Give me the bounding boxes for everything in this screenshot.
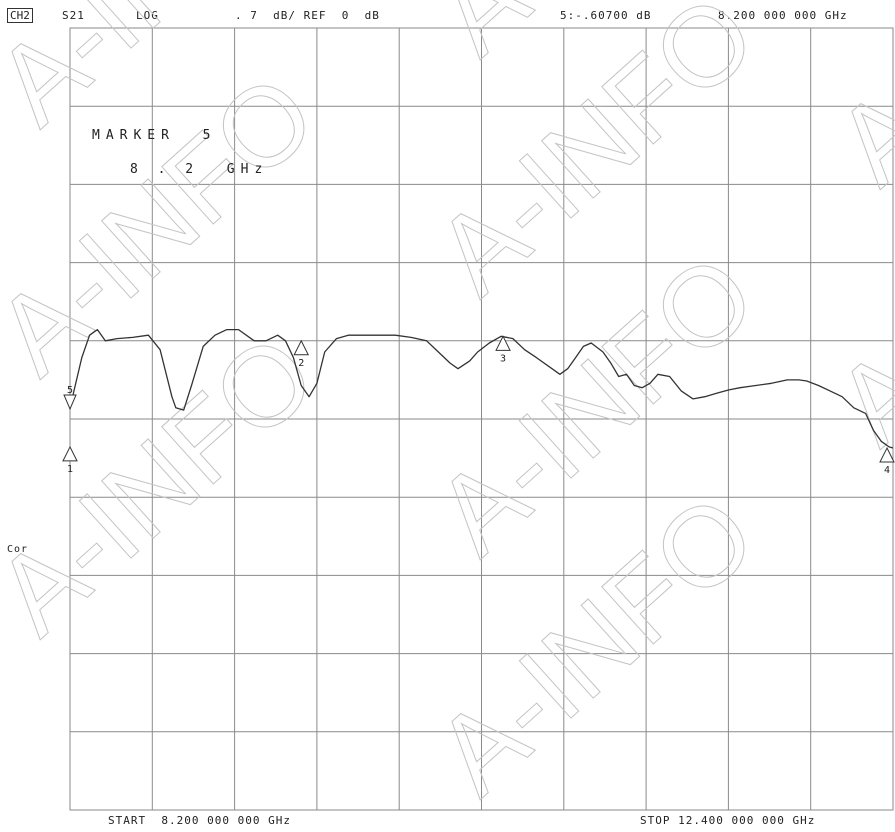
marker-annotation-frequency: 8 . 2 GHz: [130, 162, 269, 177]
watermark-text: A-INFO: [812, 0, 895, 208]
marker-2-triangle: [293, 339, 310, 356]
start-frequency-label: START 8.200 000 000 GHz: [108, 814, 291, 827]
trace-layer: [69, 328, 894, 449]
marker-layer: 1 2 3 4 5: [62, 335, 895, 476]
marker-4-label: 4: [884, 465, 890, 476]
marker-readout: 5:-.60700 dB: [560, 9, 652, 22]
marker-5-label: 5: [67, 385, 73, 396]
marker-frequency: 8.200 000 000 GHz: [718, 9, 848, 22]
channel-indicator: CH2: [7, 8, 33, 23]
marker-1-label: 1: [67, 464, 73, 475]
scale-ref-label: . 7 dB/ REF 0 dB: [235, 9, 380, 22]
parameter-label: S21: [62, 9, 85, 22]
marker-3-label: 3: [500, 353, 506, 364]
marker-5-triangle: [63, 394, 77, 411]
trace-line: [69, 328, 894, 449]
marker-1-triangle: [62, 445, 78, 462]
marker-annotation-title: MARKER 5: [92, 128, 217, 143]
correction-indicator: Cor: [7, 544, 29, 555]
plot-grid: [69, 27, 894, 811]
marker-3-triangle: [495, 335, 511, 351]
marker-4-triangle: [879, 446, 895, 463]
stop-frequency-label: STOP 12.400 000 000 GHz: [640, 814, 816, 827]
marker-2-label: 2: [298, 358, 304, 369]
format-label: LOG: [136, 9, 159, 22]
